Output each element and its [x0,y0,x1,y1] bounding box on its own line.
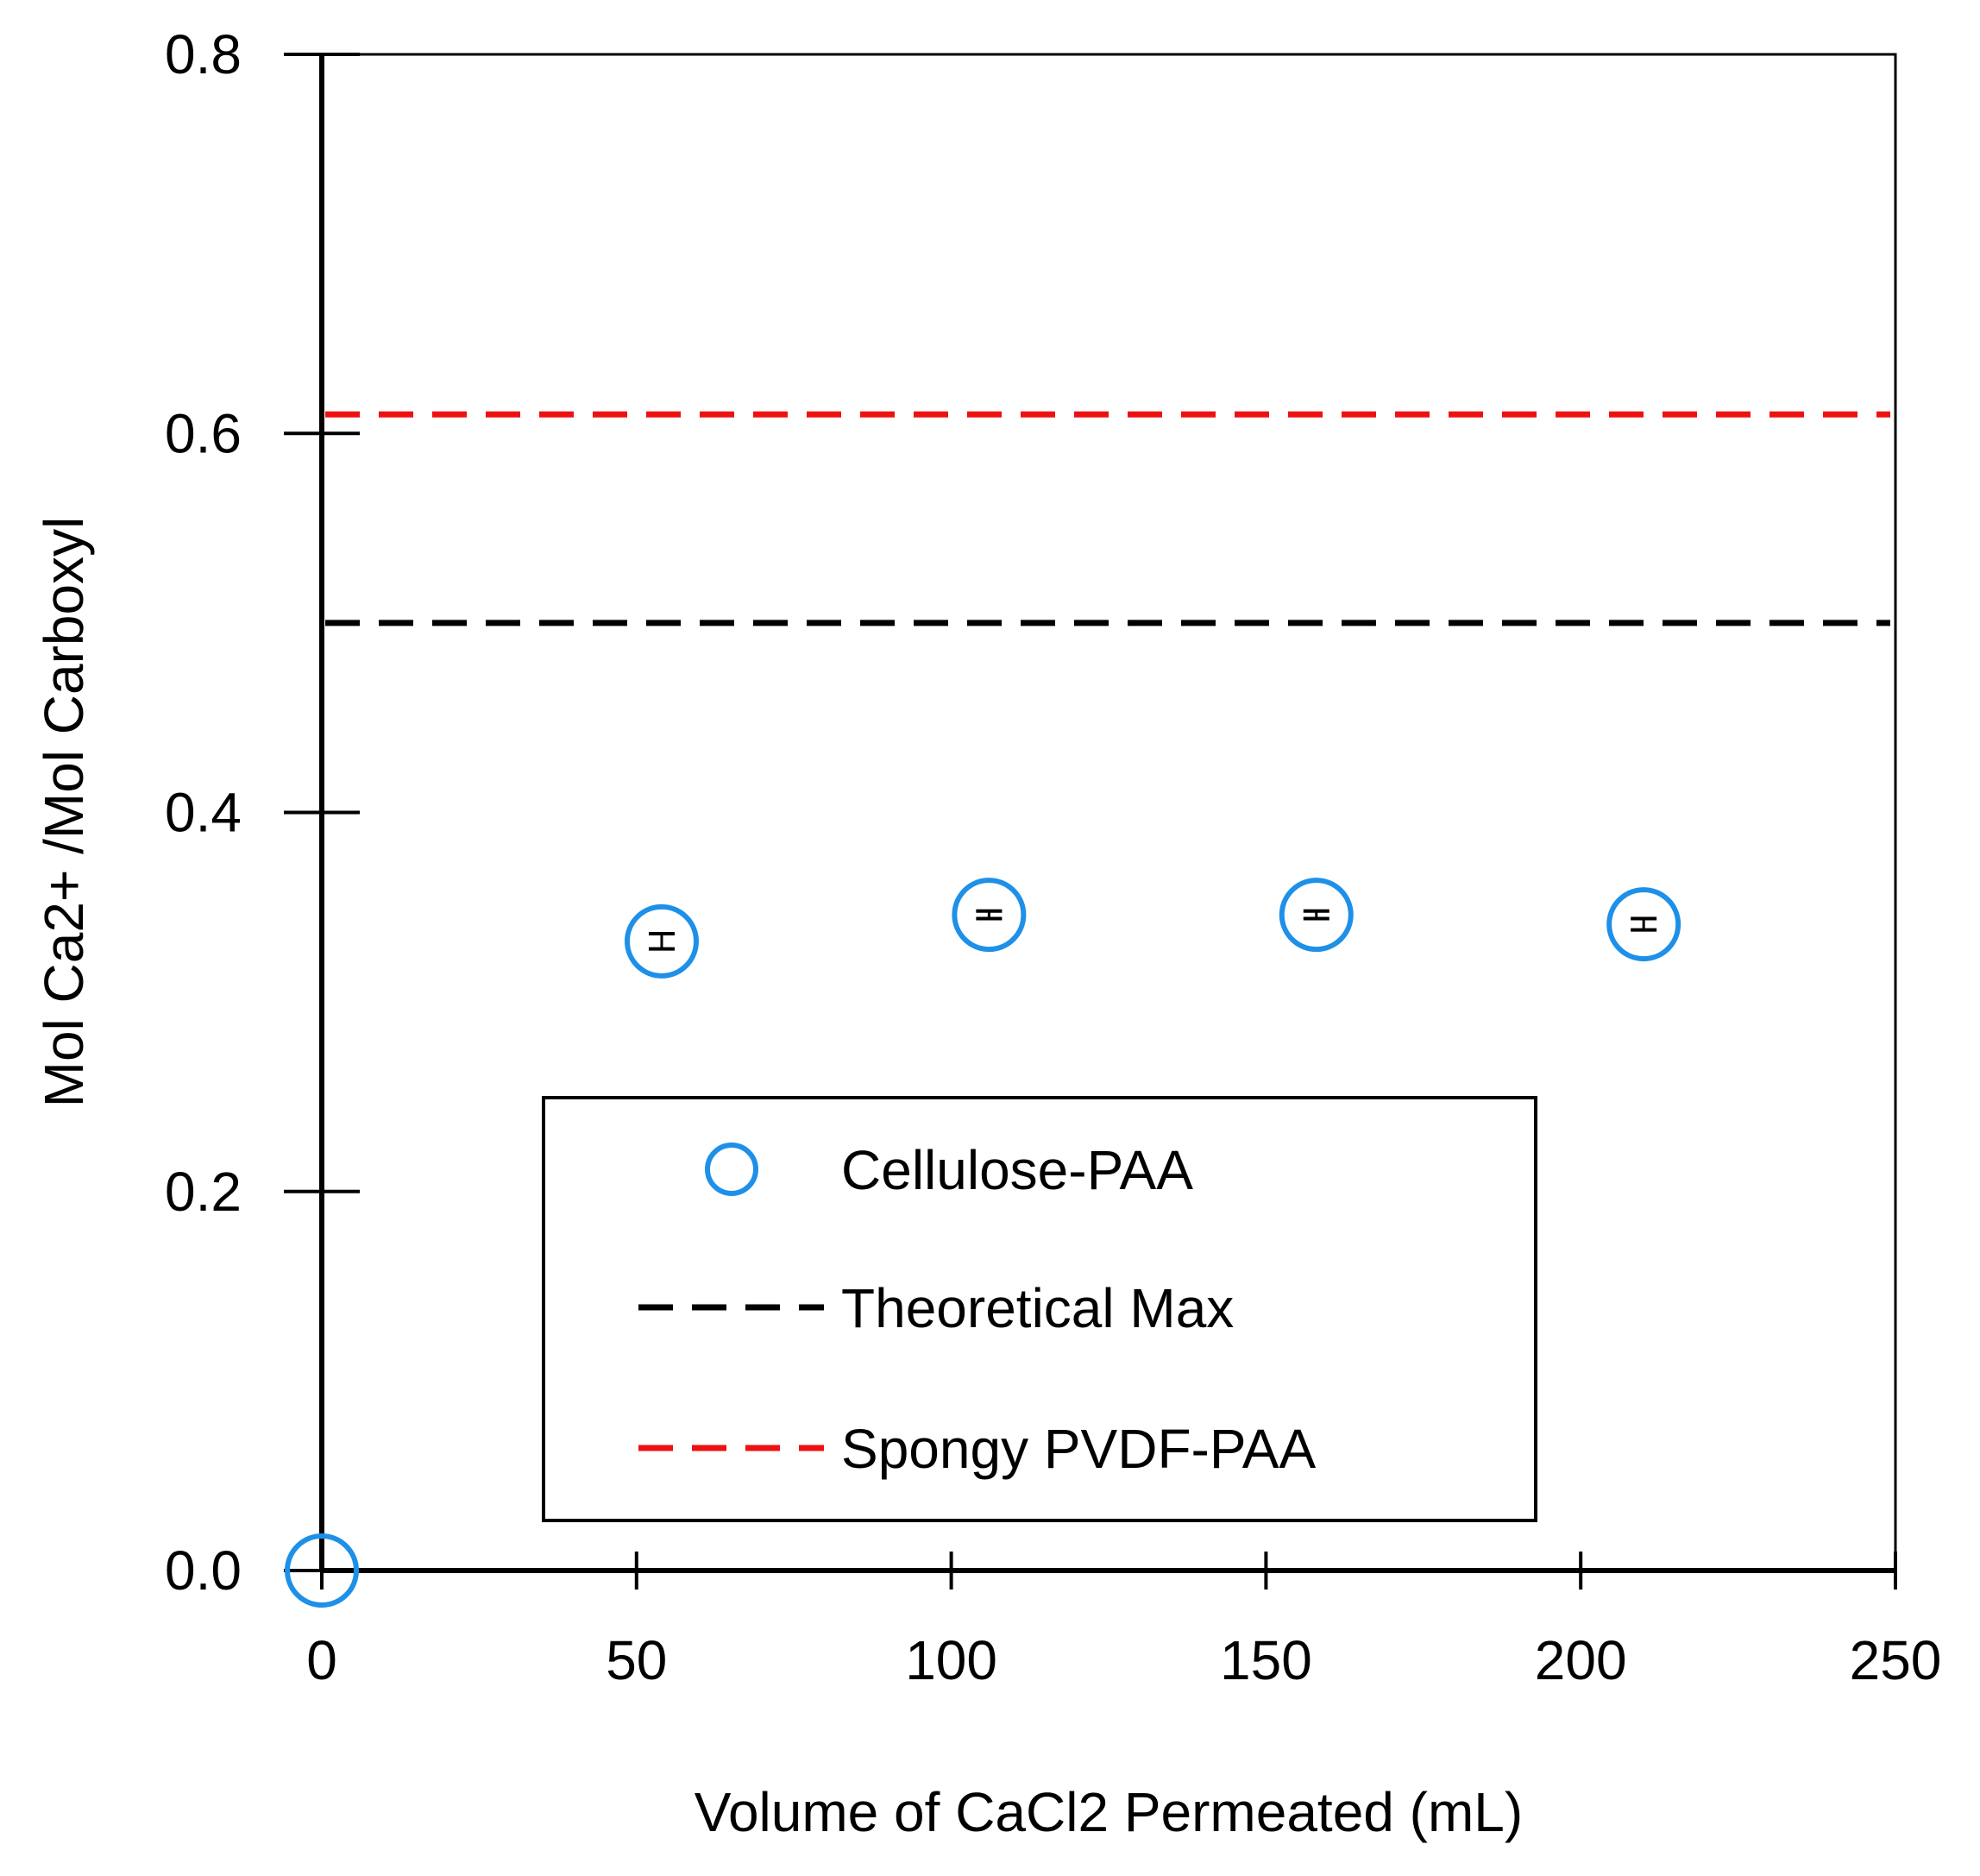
data-point [624,903,699,979]
reference-lines [325,411,1890,626]
data-point [285,1533,359,1608]
legend-label-theoretical-max: Theoretical Max [841,1277,1234,1339]
y-tick-label: 0.8 [165,23,242,85]
x-tick-label: 250 [1850,1629,1942,1691]
x-axis-label: Volume of CaCl2 Permeated (mL) [695,1781,1523,1843]
data-point [1279,878,1354,953]
legend-label-spongy-pvdf-paa: Spongy PVDF-PAA [841,1418,1316,1480]
y-tick-label: 0.4 [165,782,242,844]
x-tick-label: 150 [1220,1629,1312,1691]
legend-label-cellulose-paa: Cellulose-PAA [841,1139,1193,1201]
ticks: 0 50 100 150 200 250 0.0 0.2 0.4 0.6 0.8 [165,23,1941,1691]
legend-marker-cellulose-paa [705,1143,758,1196]
data-point [952,878,1027,953]
x-tick-label: 50 [606,1629,667,1691]
data-points [285,878,1681,1608]
y-tick-label: 0.0 [165,1539,242,1602]
legend: Cellulose-PAA Theoretical Max Spongy PVD… [542,1096,1537,1522]
y-axis-label: Mol Ca2+ /Mol Carboxyl [33,517,95,1108]
data-point [1606,887,1681,962]
x-tick-label: 100 [905,1629,997,1691]
y-tick-label: 0.6 [165,402,242,464]
y-tick-label: 0.2 [165,1161,242,1223]
x-tick-label: 0 [306,1629,337,1691]
x-tick-label: 200 [1535,1629,1627,1691]
